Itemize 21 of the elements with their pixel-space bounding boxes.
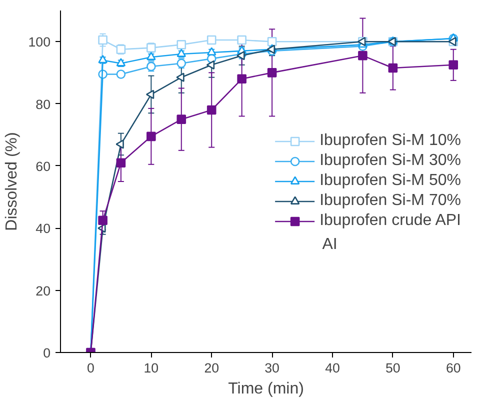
x-tick-label: 40 xyxy=(325,360,340,376)
x-tick-label: 20 xyxy=(204,360,220,376)
x-tick-label: 0 xyxy=(87,360,94,376)
y-tick-label: 0 xyxy=(43,346,51,360)
y-axis-title: Dissolved (%) xyxy=(3,132,20,231)
annotation: AI xyxy=(322,236,338,253)
x-tick-label: 10 xyxy=(144,360,159,376)
legend-label: Ibuprofen Si-M 10% xyxy=(320,132,461,150)
y-tick-label: 80 xyxy=(36,96,51,112)
legend-label: Ibuprofen crude API xyxy=(320,212,461,230)
y-tick-label: 40 xyxy=(36,221,51,236)
x-tick-label: 60 xyxy=(446,360,461,376)
y-tick-label: 60 xyxy=(36,158,51,174)
legend-label: Ibuprofen Si-M 50% xyxy=(320,172,461,190)
legend-label: Ibuprofen Si-M 70% xyxy=(320,192,461,210)
y-tick-label: 20 xyxy=(36,283,51,298)
legend-label: Ibuprofen Si-M 30% xyxy=(320,152,461,170)
x-axis-title: Time (min) xyxy=(228,380,304,398)
y-tick-label: 100 xyxy=(28,34,51,50)
x-tick-label: 30 xyxy=(264,360,280,376)
x-tick-label: 50 xyxy=(386,360,400,376)
